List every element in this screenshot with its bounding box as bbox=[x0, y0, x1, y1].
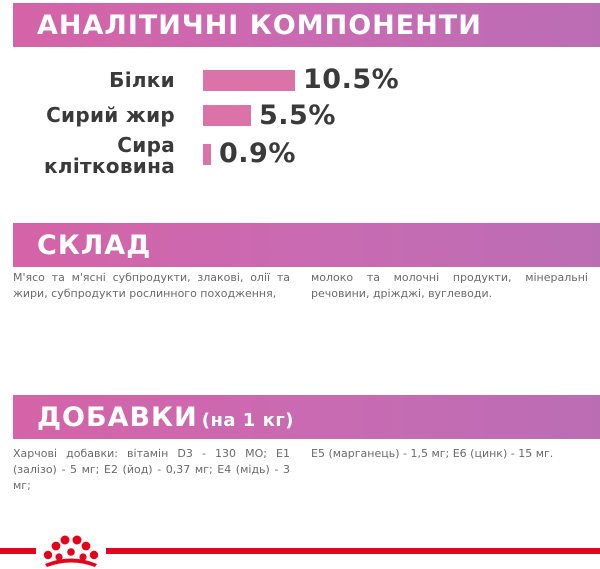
fiber-label-line2: клітковина bbox=[44, 154, 175, 178]
composition-text-col2: молоко та молочні продукти, мінеральні р… bbox=[311, 271, 588, 300]
composition-title: СКЛАД bbox=[37, 230, 152, 261]
protein-bar bbox=[203, 70, 295, 91]
royal-canin-crown-icon bbox=[43, 535, 99, 567]
fiber-label-line1: Сира bbox=[117, 133, 175, 157]
footer-line-left bbox=[0, 548, 36, 554]
fat-bar bbox=[203, 105, 251, 126]
footer-line-right bbox=[106, 548, 600, 554]
fiber-label: Сира клітковина bbox=[44, 135, 175, 177]
additives-title: ДОБАВКИ (на 1 кг) bbox=[37, 395, 294, 439]
fiber-value: 0.9% bbox=[219, 138, 296, 169]
fat-label: Сирий жир bbox=[46, 103, 175, 127]
additives-title-suffix: (на 1 кг) bbox=[201, 410, 294, 431]
analytics-title: АНАЛІТИЧНІ КОМПОНЕНТИ bbox=[37, 10, 482, 41]
composition-header-band: СКЛАД bbox=[13, 223, 600, 267]
protein-value: 10.5% bbox=[303, 64, 400, 95]
analytics-header-band: АНАЛІТИЧНІ КОМПОНЕНТИ bbox=[13, 3, 600, 47]
fiber-bar bbox=[203, 144, 211, 165]
fat-value: 5.5% bbox=[259, 100, 336, 131]
protein-label: Білки bbox=[109, 68, 175, 92]
additives-title-main: ДОБАВКИ bbox=[37, 402, 198, 433]
composition-text-col1: М'ясо та м'ясні субпродукти, злакові, ол… bbox=[13, 271, 290, 300]
additives-header-band: ДОБАВКИ (на 1 кг) bbox=[13, 395, 600, 439]
additives-text-col1: Харчові добавки: вітамін D3 - 130 МО; E1… bbox=[13, 447, 290, 492]
additives-text-col2: E5 (марганець) - 1,5 мг; E6 (цинк) - 15 … bbox=[311, 447, 554, 460]
